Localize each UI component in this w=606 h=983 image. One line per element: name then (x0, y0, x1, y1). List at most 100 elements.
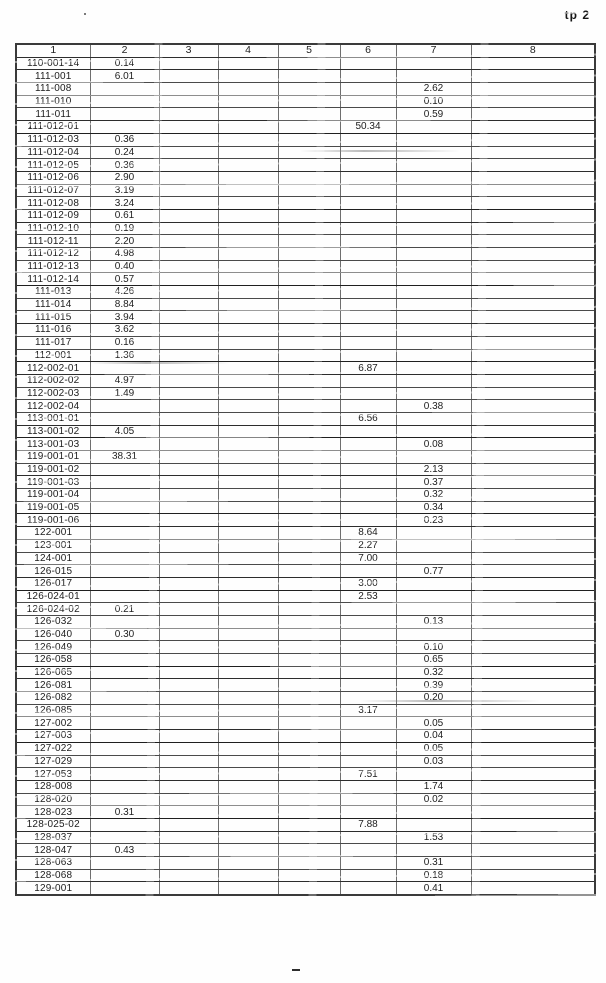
value-cell (89, 551, 160, 566)
parcel-id-cell: 128-068 (15, 868, 91, 883)
value-cell (277, 767, 341, 781)
value-cell: 0.19 (89, 221, 160, 236)
value-cell (339, 779, 397, 794)
value-cell (470, 221, 596, 236)
parcel-id-cell: 128-023 (15, 805, 91, 819)
value-cell (395, 323, 472, 337)
value-cell (89, 817, 160, 832)
value-cell (339, 856, 397, 870)
table-row: 126-015 0.77 (15, 564, 596, 578)
table-row: 111-012-14 0.57 (15, 272, 596, 287)
value-cell (470, 450, 596, 464)
value-cell: 0.23 (395, 513, 472, 528)
value-cell (277, 183, 341, 198)
value-cell (89, 411, 160, 426)
value-cell (339, 424, 397, 439)
value-cell (395, 170, 472, 185)
value-cell (339, 335, 397, 350)
value-cell: 6.01 (89, 69, 160, 84)
value-cell (470, 843, 596, 857)
value-cell (158, 348, 219, 363)
value-cell (217, 856, 279, 870)
table-row: 126-082 0.20 (15, 691, 596, 705)
value-cell (339, 145, 397, 160)
value-cell (470, 817, 596, 832)
value-cell (277, 462, 341, 477)
value-cell (277, 678, 341, 693)
value-cell (89, 361, 160, 375)
value-cell (277, 817, 341, 832)
value-cell (277, 120, 341, 134)
value-cell: 8.64 (339, 526, 397, 540)
value-cell (217, 589, 279, 604)
value-cell (277, 170, 341, 185)
value-cell (339, 437, 397, 451)
value-cell (470, 247, 596, 261)
value-cell (158, 665, 219, 680)
value-cell (395, 551, 472, 566)
page-number-label: tp 2 (564, 8, 590, 22)
value-cell (277, 361, 341, 375)
value-cell (339, 741, 397, 756)
value-cell (339, 69, 397, 84)
value-cell (158, 703, 219, 718)
value-cell (158, 424, 219, 439)
value-cell (277, 335, 341, 350)
value-cell (470, 640, 596, 654)
value-cell (158, 564, 219, 578)
value-cell (470, 361, 596, 375)
table-row: 113-001-03 0.08 (15, 437, 596, 451)
value-cell (217, 82, 279, 96)
value-cell (277, 805, 341, 819)
parcel-id-cell: 126-017 (15, 576, 91, 591)
value-cell: 6.87 (339, 361, 397, 375)
value-cell (158, 830, 219, 845)
value-cell (158, 488, 219, 502)
column-header: 5 (277, 43, 341, 58)
value-cell (277, 411, 341, 426)
parcel-id-cell: 111-012-04 (15, 145, 91, 160)
value-cell (395, 69, 472, 84)
value-cell (470, 348, 596, 363)
value-cell (158, 614, 219, 629)
table-row: 111-012-04 0.24 (15, 145, 596, 160)
value-cell (158, 56, 219, 71)
value-cell (217, 754, 279, 769)
table-row: 111-012-10 0.19 (15, 221, 596, 236)
value-cell (470, 513, 596, 528)
parcel-value-table: 1 2 3 4 5 6 7 8 110-001-14 0.14 111-001 6.0… (15, 43, 596, 897)
value-cell (395, 538, 472, 553)
parcel-id-cell: 119-001-04 (15, 488, 91, 502)
value-cell (277, 285, 341, 299)
value-cell (277, 399, 341, 413)
table-row: 111-001 6.01 (15, 69, 596, 84)
table-row: 111-012-12 4.98 (15, 247, 596, 261)
value-cell (158, 526, 219, 540)
value-cell (470, 868, 596, 883)
value-cell (395, 120, 472, 134)
parcel-id-cell: 111-012-05 (15, 158, 91, 172)
value-cell (470, 754, 596, 769)
table-row: 112-002-04 0.38 (15, 399, 596, 413)
value-cell: 7.88 (339, 817, 397, 832)
value-cell (158, 120, 219, 134)
value-cell (470, 703, 596, 718)
value-cell (395, 361, 472, 375)
table-row: 111-017 0.16 (15, 335, 596, 350)
value-cell (277, 348, 341, 363)
value-cell (89, 564, 160, 578)
table-row: 111-012-11 2.20 (15, 234, 596, 248)
value-cell (277, 564, 341, 578)
value-cell (217, 792, 279, 807)
value-cell (217, 208, 279, 223)
table-row: 119-001-02 2.13 (15, 462, 596, 477)
value-cell (470, 691, 596, 705)
value-cell (395, 627, 472, 642)
value-cell (395, 272, 472, 287)
value-cell (470, 297, 596, 312)
value-cell (339, 183, 397, 198)
value-cell (217, 564, 279, 578)
value-cell (470, 500, 596, 515)
value-cell (470, 538, 596, 553)
value-cell (217, 538, 279, 553)
